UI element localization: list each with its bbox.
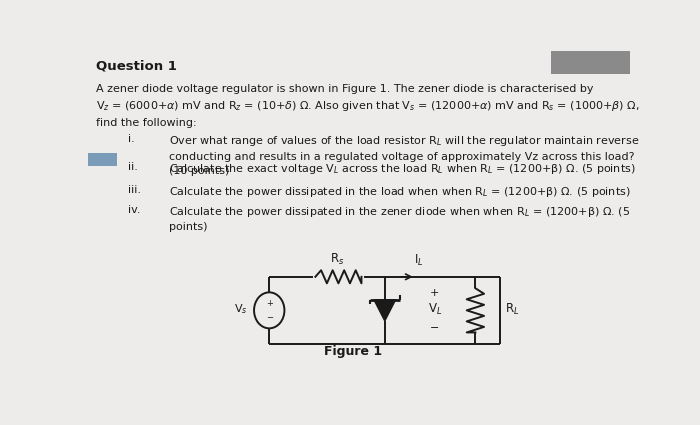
Text: +: + <box>266 299 273 308</box>
Text: Calculate the power dissipated in the load when when R$_L$ = (1200+β) Ω. (5 poin: Calculate the power dissipated in the lo… <box>169 185 631 199</box>
Text: R$_L$: R$_L$ <box>505 302 519 317</box>
Text: R$_s$: R$_s$ <box>330 252 344 267</box>
Text: Figure 1: Figure 1 <box>324 345 382 358</box>
Text: iii.: iii. <box>128 185 141 195</box>
Text: −: − <box>266 313 273 322</box>
Text: −: − <box>430 323 440 332</box>
Text: iv.: iv. <box>128 205 141 215</box>
Text: Calculate the power dissipated in the zener diode when when R$_L$ = (1200+β) Ω. : Calculate the power dissipated in the ze… <box>169 205 630 232</box>
Text: Over what range of values of the load resistor R$_L$ will the regulator maintain: Over what range of values of the load re… <box>169 134 639 176</box>
Text: I$_L$: I$_L$ <box>414 252 424 268</box>
Text: i.: i. <box>128 134 135 145</box>
Text: Calculate the exact voltage V$_L$ across the load R$_L$ when R$_L$ = (1200+β) Ω.: Calculate the exact voltage V$_L$ across… <box>169 162 636 176</box>
FancyBboxPatch shape <box>552 51 630 74</box>
FancyBboxPatch shape <box>88 153 118 166</box>
Polygon shape <box>374 300 395 321</box>
Text: V$_L$: V$_L$ <box>428 302 442 317</box>
Text: V$_s$: V$_s$ <box>234 303 248 317</box>
Text: +: + <box>430 288 440 298</box>
Ellipse shape <box>254 292 284 329</box>
Text: ii.: ii. <box>128 162 138 172</box>
Text: A zener diode voltage regulator is shown in Figure 1. The zener diode is charact: A zener diode voltage regulator is shown… <box>96 84 639 128</box>
Text: Question 1: Question 1 <box>96 59 176 72</box>
